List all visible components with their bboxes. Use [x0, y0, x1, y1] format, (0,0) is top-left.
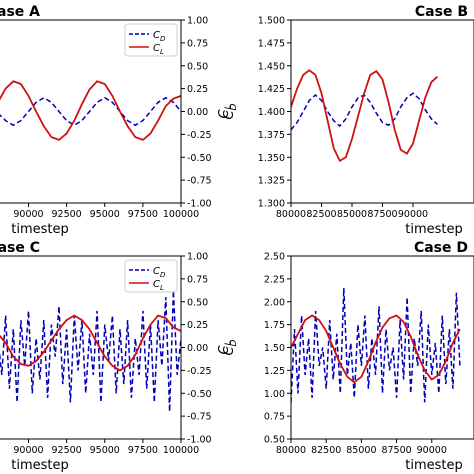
series-line-cd: [0, 96, 181, 127]
y-tick-label: 0.25: [187, 320, 208, 331]
x-tick-label: 97500: [128, 445, 158, 456]
y-tick-label: 0.75: [264, 412, 285, 423]
y-tick-label: 0.25: [187, 84, 208, 95]
series-line-cl: [291, 69, 439, 163]
panel-b: Case B 80000 82500 85000 87500 90000 timestep 1…: [222, 4, 474, 237]
x-tick-label: 90000: [13, 445, 43, 456]
y-tick-label: 1.375: [258, 130, 285, 141]
y-tick-label: 0.75: [187, 38, 208, 49]
x-tick-label: 82500: [306, 209, 336, 220]
panel-c: Case C 90000 92500 95000 97500 100000 timestep…: [0, 240, 234, 473]
y-tick-label: 0.50: [187, 297, 208, 308]
legend-label: CD: [153, 266, 166, 279]
x-axis-label: timestep: [11, 222, 69, 237]
x-tick-label: 90000: [13, 209, 43, 220]
y-tick-label: -0.75: [187, 412, 212, 423]
x-tick-label: 90000: [398, 209, 428, 220]
y-tick-label: -1.00: [187, 435, 212, 446]
y-tick-label: 1.25: [264, 366, 285, 377]
y-tick-label: -0.50: [187, 389, 212, 400]
panel-d: Case D 80000 82500 85000 87500 90000 timestep 2…: [222, 240, 474, 473]
series-line-cl: [0, 80, 181, 141]
y-tick-label: 1.300: [258, 199, 285, 210]
series-line-cl: [0, 314, 181, 372]
y-tick-label: 1.450: [258, 61, 285, 72]
x-tick-label: 90000: [417, 445, 447, 456]
y-tick-label: 0.75: [187, 274, 208, 285]
y-tick-label: 1.00: [187, 252, 208, 263]
y-axis-label: CD: [222, 103, 239, 119]
series-line-cl: [291, 314, 461, 384]
y-axis-label: CL: [217, 104, 234, 118]
series-line-cd: [291, 92, 438, 131]
y-tick-label: 1.350: [258, 153, 285, 164]
y-tick-label: -0.25: [187, 130, 212, 141]
y-tick-label: -0.50: [187, 153, 212, 164]
axes-frame: [290, 19, 474, 204]
y-tick-label: 0.00: [187, 107, 208, 118]
x-tick-label: 100000: [163, 445, 199, 456]
x-tick-label: 92500: [52, 209, 82, 220]
y-tick-label: -0.25: [187, 366, 212, 377]
panel-title: Case C: [0, 240, 40, 256]
x-tick-label: 85000: [346, 445, 376, 456]
panel-title: Case B: [415, 4, 468, 20]
y-tick-label: 1.325: [258, 176, 285, 187]
legend-label: CD: [153, 30, 166, 43]
y-tick-label: 0.50: [187, 61, 208, 72]
y-tick-label: 1.50: [264, 343, 285, 354]
y-tick-label: 1.400: [258, 107, 285, 118]
legend-label: CL: [153, 279, 164, 292]
x-tick-label: 85000: [337, 209, 367, 220]
y-tick-label: -1.00: [187, 199, 212, 210]
x-tick-label: 87500: [381, 445, 411, 456]
x-tick-label: 95000: [90, 445, 120, 456]
y-axis-label: CD: [222, 339, 239, 355]
series-line-cd: [0, 290, 181, 412]
y-tick-label: 1.75: [264, 320, 285, 331]
y-tick-label: 1.00: [187, 16, 208, 27]
y-tick-label: 2.50: [264, 252, 285, 263]
x-tick-label: 100000: [163, 209, 199, 220]
x-tick-label: 82500: [311, 445, 341, 456]
panel-a: Case A 90000 92500 95000 97500 100000 timestep…: [0, 4, 234, 237]
x-axis-label: timestep: [11, 458, 69, 473]
y-tick-label: 2.00: [264, 297, 285, 308]
y-tick-label: 1.425: [258, 84, 285, 95]
y-tick-label: 0.50: [264, 435, 285, 446]
x-tick-label: 80000: [276, 445, 306, 456]
y-tick-label: 1.00: [264, 389, 285, 400]
x-tick-label: 95000: [90, 209, 120, 220]
panel-title: Case A: [0, 4, 40, 20]
panel-title: Case D: [414, 240, 468, 256]
x-tick-label: 92500: [52, 445, 82, 456]
y-axis-label: CL: [217, 340, 234, 354]
y-tick-label: 2.25: [264, 274, 285, 285]
legend-box: [124, 259, 178, 293]
x-axis-label: timestep: [405, 458, 463, 473]
x-tick-label: 80000: [276, 209, 306, 220]
y-tick-label: 1.500: [258, 16, 285, 27]
y-tick-label: 0.00: [187, 343, 208, 354]
y-tick-label: 1.475: [258, 38, 285, 49]
axes-frame: [290, 255, 474, 440]
legend-label: CL: [153, 43, 164, 56]
x-axis-label: timestep: [405, 222, 463, 237]
x-tick-label: 87500: [367, 209, 397, 220]
series-line-cd: [291, 287, 461, 403]
y-tick-label: -0.75: [187, 176, 212, 187]
legend-box: [124, 23, 178, 57]
x-tick-label: 97500: [128, 209, 158, 220]
